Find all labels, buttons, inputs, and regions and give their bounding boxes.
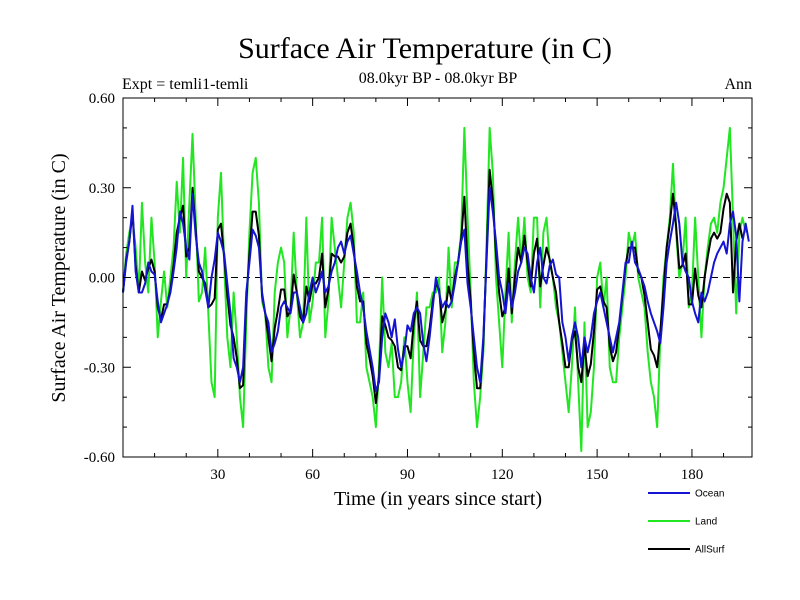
y-tick-label: 0.30 <box>89 181 115 197</box>
x-tick-label: 90 <box>400 467 415 483</box>
x-tick-label: 60 <box>305 467 320 483</box>
y-tick-label: 0.60 <box>89 91 115 107</box>
x-tick-label: 150 <box>586 467 609 483</box>
y-axis-label: Surface Air Temperature (in C) <box>48 153 70 402</box>
legend-label-ocean: Ocean <box>695 489 724 500</box>
x-tick-label: 30 <box>210 467 225 483</box>
chart-title: Surface Air Temperature (in C) <box>238 32 612 65</box>
x-tick-label: 120 <box>491 467 514 483</box>
legend-label-land: Land <box>695 517 717 528</box>
y-tick-label: -0.30 <box>84 360 115 376</box>
plot-area: 30 60 90 120 150 180 -0.60 -0.30 0.00 0.30 0.60 <box>84 91 753 483</box>
x-tick-label: 180 <box>681 467 704 483</box>
x-axis-label: Time (in years since start) <box>334 488 542 510</box>
y-tick-label: 0.00 <box>89 271 115 287</box>
legend-label-allsurf: AllSurf <box>695 545 725 556</box>
y-tick-label: -0.60 <box>84 450 115 466</box>
season-label: Ann <box>724 76 752 93</box>
series-line-ocean <box>122 186 750 393</box>
experiment-label: Expt = temli1-temli <box>122 76 249 93</box>
period-label: 08.0kyr BP - 08.0kyr BP <box>359 70 518 87</box>
legend: Ocean Land AllSurf <box>648 489 725 556</box>
